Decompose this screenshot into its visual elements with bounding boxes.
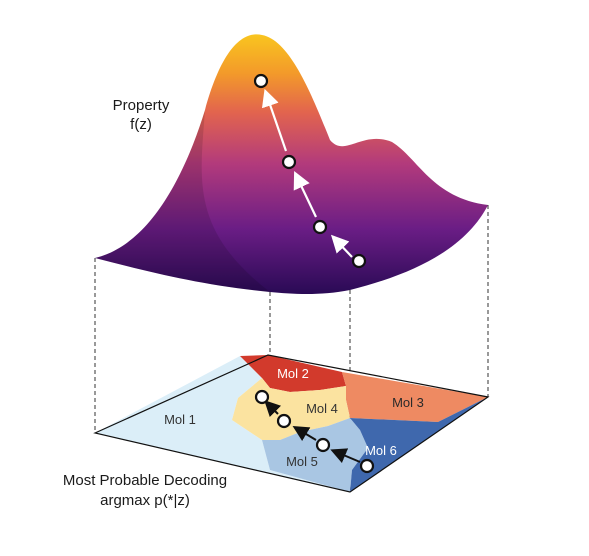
region-label-mol-3: Mol 3 xyxy=(392,395,424,410)
plane-arrow-3 xyxy=(264,400,282,418)
plane-arrow-2 xyxy=(292,425,317,442)
region-label-mol-6: Mol 6 xyxy=(365,443,397,458)
plane-points xyxy=(254,389,375,474)
surface-arrow-3 xyxy=(261,88,288,152)
surface-point-4 xyxy=(253,73,269,89)
surface-point-2 xyxy=(312,219,328,235)
region-mol-3 xyxy=(342,372,488,422)
surface-arrow-2 xyxy=(293,171,317,218)
plane-point-3 xyxy=(276,413,292,429)
surface-points xyxy=(253,73,367,269)
region-mol-2 xyxy=(240,355,346,392)
surface-point-1 xyxy=(351,253,367,269)
plane-label-line2: argmax p(*|z) xyxy=(100,492,190,509)
region-label-mol-2: Mol 2 xyxy=(277,366,309,381)
region-label-mol-5: Mol 5 xyxy=(286,454,318,469)
region-mol-1 xyxy=(95,356,350,492)
plane-point-2 xyxy=(315,437,331,453)
plane-label-line1: Most Probable Decoding xyxy=(63,472,227,489)
plane-point-4 xyxy=(254,389,270,405)
region-label-mol-4: Mol 4 xyxy=(306,401,338,416)
decoding-plane xyxy=(93,354,490,493)
plane-arrow-1 xyxy=(330,448,361,464)
region-label-mol-1: Mol 1 xyxy=(164,412,196,427)
surface-arrow-1 xyxy=(330,234,353,258)
plane-point-1 xyxy=(359,458,375,474)
surface-path xyxy=(261,88,353,258)
region-mol-5 xyxy=(262,418,368,492)
surface-shading xyxy=(95,110,270,292)
plane-path xyxy=(264,400,361,464)
plane-outline xyxy=(93,354,490,493)
surface-label-line2: f(z) xyxy=(130,116,152,133)
surface-point-3 xyxy=(281,154,297,170)
surface-label-line1: Property xyxy=(113,97,170,114)
